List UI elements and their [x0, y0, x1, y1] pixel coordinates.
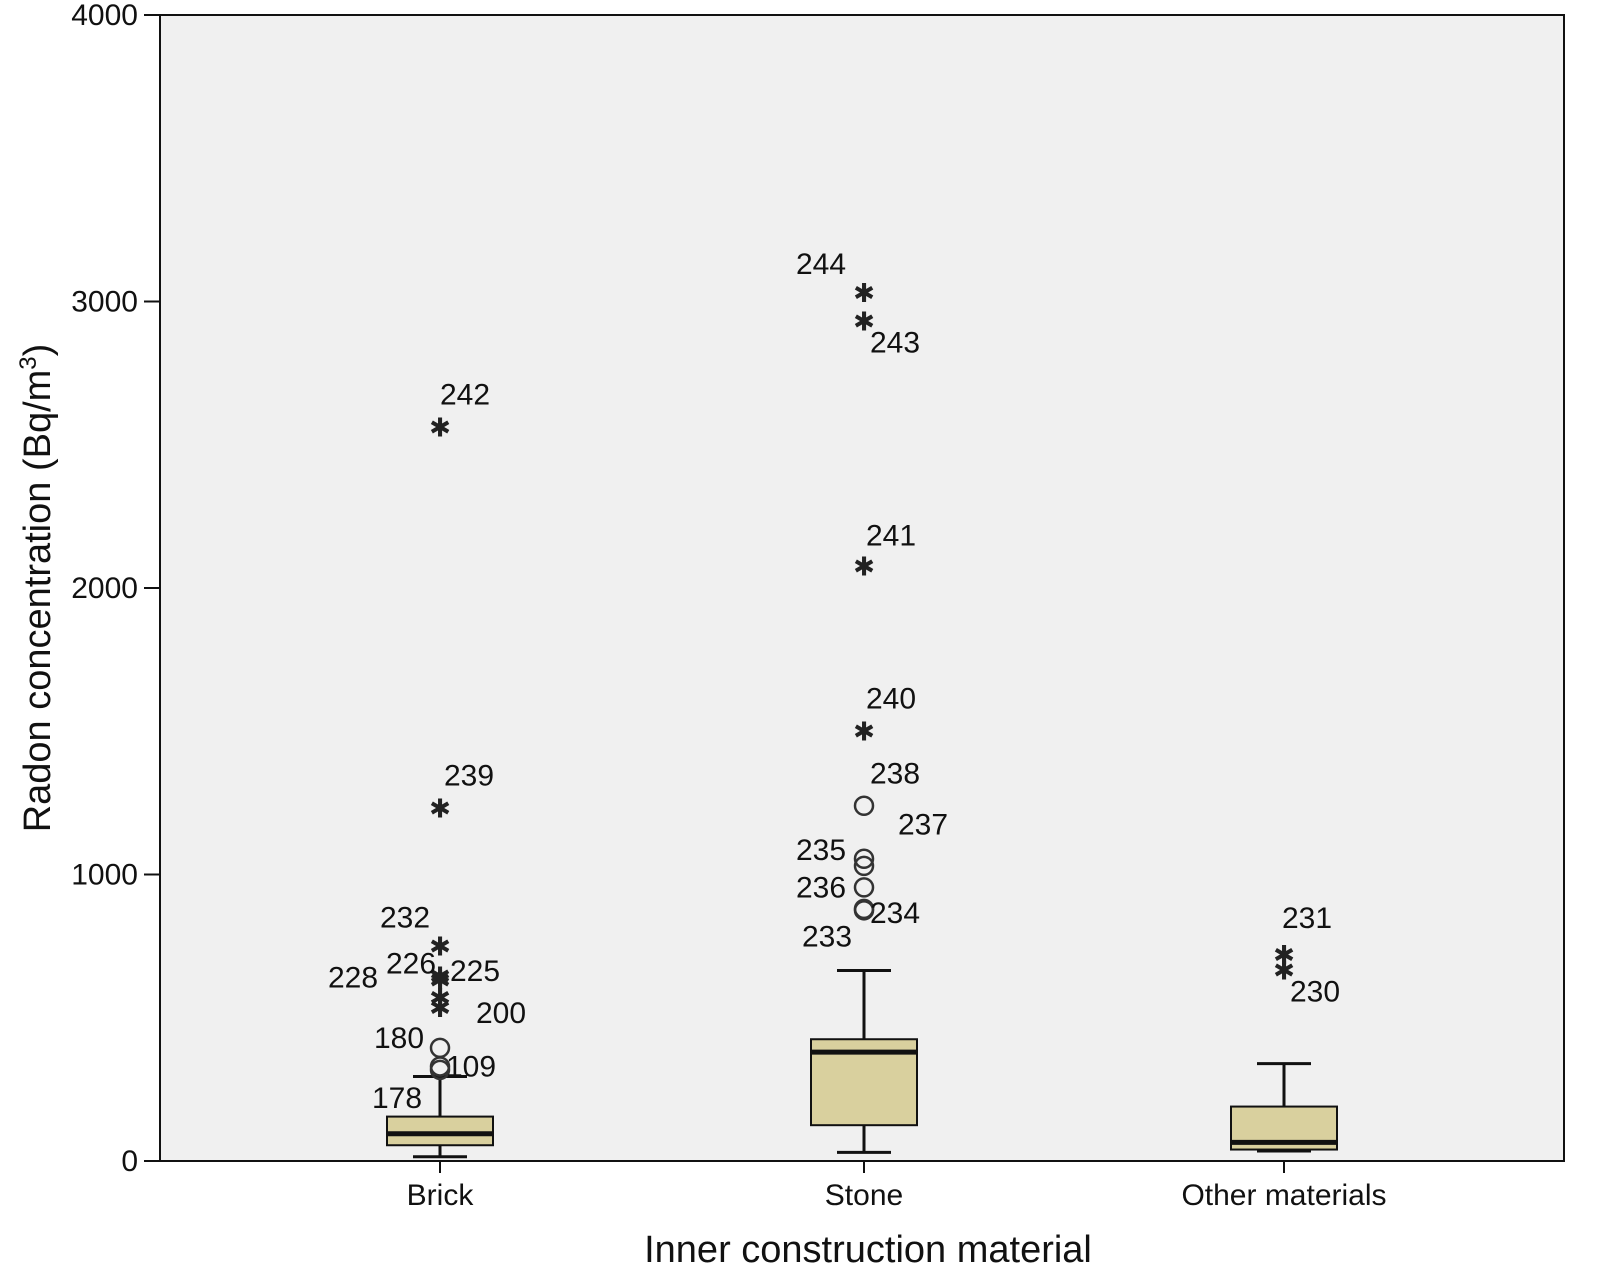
outlier-circle-236: [853, 877, 875, 898]
y-axis-title-main: Radon concentration (Bq/m: [17, 370, 59, 833]
outlier-label-230: 230: [1290, 976, 1340, 1009]
outlier-label-241: 241: [866, 520, 916, 553]
outlier-label-234: 234: [870, 897, 920, 930]
outlier-label-232: 232: [380, 901, 430, 934]
box-1: [810, 968, 918, 1154]
y-tick-label-0: 0: [121, 1145, 138, 1178]
outlier-star-242: ✱: [429, 414, 451, 444]
outlier-label-236: 236: [796, 871, 846, 904]
outlier-star-239: ✱: [429, 795, 451, 825]
outlier-star-243: ✱: [853, 308, 875, 338]
outlier-star-244: ✱: [853, 279, 875, 309]
outlier-star-225: ✱: [429, 984, 451, 1014]
outlier-star-226: ✱: [429, 962, 451, 992]
outlier-label-228: 228: [328, 962, 378, 995]
outlier-label-200: 200: [476, 997, 526, 1030]
outlier-circle-234: [853, 898, 875, 920]
y-axis-title-sup: 3: [15, 356, 42, 369]
outlier-label-239: 239: [444, 760, 494, 793]
outlier-label-237: 237: [898, 809, 948, 842]
outlier-label-240: 240: [866, 682, 916, 715]
outlier-circle-237: [853, 848, 875, 869]
y-axis: 0 1000 2000 3000 4000: [71, 0, 160, 1178]
x-axis-title: Inner construction material: [644, 1229, 1092, 1271]
outlier-circle-235: [853, 855, 875, 877]
outlier-label-225: 225: [450, 955, 500, 988]
outlier-label-178: 178: [372, 1082, 422, 1115]
outlier-label-180: 180: [374, 1022, 424, 1055]
outlier-label-244: 244: [796, 248, 846, 281]
x-axis: Brick Stone Other materials: [407, 1161, 1387, 1212]
outlier-label-243: 243: [870, 327, 920, 360]
outlier-circle-238: [853, 795, 875, 816]
outlier-star-232: ✱: [429, 932, 451, 962]
y-tick-label-1000: 1000: [71, 859, 138, 892]
outlier-star-230: ✱: [1273, 957, 1295, 987]
outlier-label-109: 109: [446, 1050, 496, 1083]
boxes: [386, 968, 1338, 1159]
outlier-star-228: ✱: [429, 967, 451, 997]
outlier-label-233: 233: [802, 920, 852, 953]
y-axis-title-end: ): [17, 344, 59, 357]
x-tick-label-0: Brick: [407, 1179, 475, 1212]
outlier-label-226: 226: [386, 947, 436, 980]
outlier-star-241: ✱: [853, 553, 875, 583]
outlier-star-240: ✱: [853, 717, 875, 747]
box-2: [1230, 1062, 1338, 1153]
outlier-label-238: 238: [870, 758, 920, 791]
y-axis-title: Radon concentration (Bq/m3): [15, 344, 59, 833]
outlier-label-242: 242: [440, 379, 490, 412]
x-tick-label-1: Stone: [825, 1179, 903, 1212]
y-tick-label-3000: 3000: [71, 286, 138, 319]
x-tick-label-2: Other materials: [1181, 1179, 1386, 1212]
box-0: [386, 1074, 494, 1159]
outlier-circle-180: [429, 1037, 451, 1059]
box-body-0: [386, 1115, 494, 1147]
outlier-star-200: ✱: [429, 994, 451, 1024]
outlier-star-231: ✱: [1273, 941, 1295, 971]
y-tick-label-2000: 2000: [71, 572, 138, 605]
outlier-label-231: 231: [1282, 902, 1332, 935]
y-tick-label-4000: 4000: [71, 0, 138, 32]
outlier-label-235: 235: [796, 834, 846, 867]
